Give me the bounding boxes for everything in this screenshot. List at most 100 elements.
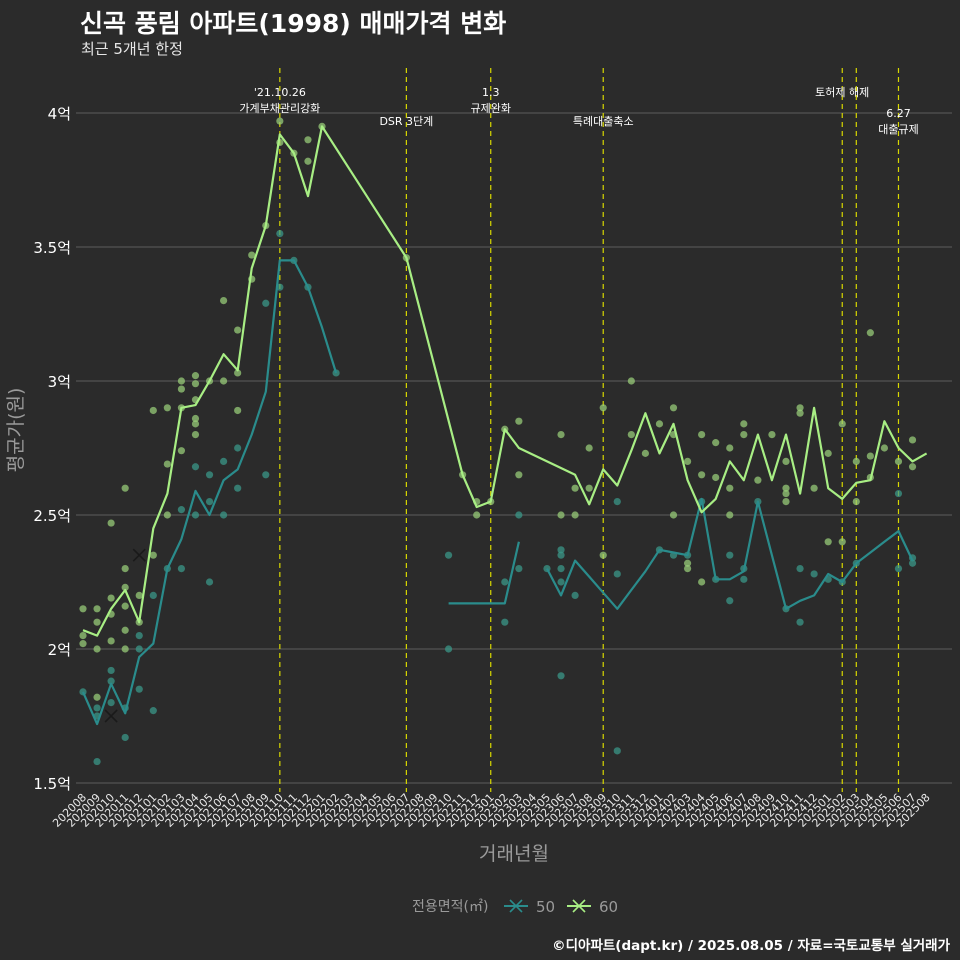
data-point-60 xyxy=(191,380,200,388)
y-tick-label: 1.5억 xyxy=(33,775,71,793)
data-point-50 xyxy=(234,484,242,492)
data-point-60 xyxy=(782,498,790,506)
series-line-50 xyxy=(448,541,520,605)
data-point-50 xyxy=(613,570,621,578)
data-point-50 xyxy=(205,498,214,506)
data-point-60 xyxy=(107,637,115,645)
data-point-60 xyxy=(571,484,579,492)
data-point-60 xyxy=(698,578,706,586)
data-point-60 xyxy=(796,404,804,412)
legend-label-50: 50 xyxy=(536,898,555,916)
data-point-60 xyxy=(149,406,157,415)
data-point-50 xyxy=(613,747,621,755)
data-point-60 xyxy=(852,498,860,506)
data-point-60 xyxy=(220,377,228,385)
data-point-50 xyxy=(515,565,523,573)
event-label: 규제완화 xyxy=(470,102,510,115)
event-label: 토허제 해제 xyxy=(815,85,869,99)
data-point-60 xyxy=(712,473,720,482)
data-point-60 xyxy=(107,594,115,602)
data-point-50 xyxy=(107,666,115,675)
data-point-50 xyxy=(444,645,453,653)
data-point-60 xyxy=(726,444,734,452)
data-point-60 xyxy=(880,444,889,452)
data-point-60 xyxy=(93,605,101,613)
data-point-60 xyxy=(220,297,228,305)
data-point-50 xyxy=(135,685,143,693)
data-point-60 xyxy=(107,519,115,527)
data-point-60 xyxy=(177,385,186,393)
data-point-60 xyxy=(810,484,818,492)
legend-label-60: 60 xyxy=(599,898,618,916)
data-point-60 xyxy=(79,632,87,640)
data-point-60 xyxy=(768,431,776,439)
legend: 전용면적(㎡) 50 60 xyxy=(412,898,618,916)
data-point-60 xyxy=(79,605,87,613)
data-point-50 xyxy=(135,645,143,653)
data-point-60 xyxy=(135,591,143,600)
data-point-60 xyxy=(669,404,678,412)
data-point-60 xyxy=(698,431,706,439)
data-point-50 xyxy=(557,551,565,559)
legend-key-cross xyxy=(572,899,586,913)
data-point-50 xyxy=(557,578,565,586)
data-point-50 xyxy=(135,632,143,640)
data-point-60 xyxy=(908,463,917,471)
data-point-50 xyxy=(177,506,186,514)
data-point-60 xyxy=(121,645,129,653)
data-point-60 xyxy=(515,471,523,479)
y-tick-label: 3억 xyxy=(48,373,71,391)
data-point-50 xyxy=(501,618,509,626)
x-axis-title: 거래년월 xyxy=(479,843,549,865)
data-point-60 xyxy=(304,157,312,165)
event-label: DSR 3단계 xyxy=(379,115,433,128)
data-point-50 xyxy=(177,565,186,573)
data-point-50 xyxy=(93,757,101,766)
data-point-60 xyxy=(852,457,860,465)
data-point-60 xyxy=(782,489,790,498)
y-axis-title: 평균가(원) xyxy=(5,388,27,473)
data-point-60 xyxy=(191,414,200,423)
data-point-60 xyxy=(712,439,720,447)
data-point-60 xyxy=(754,476,762,484)
chart-subtitle: 최근 5개년 한정 xyxy=(81,40,183,58)
data-point-60 xyxy=(191,431,200,439)
y-tick-label: 2억 xyxy=(48,641,71,659)
data-point-50 xyxy=(894,565,903,573)
data-point-60 xyxy=(149,551,157,559)
data-point-60 xyxy=(599,404,607,412)
data-point-50 xyxy=(557,546,565,554)
data-point-60 xyxy=(683,457,692,465)
data-point-60 xyxy=(641,449,650,457)
data-point-60 xyxy=(304,136,312,144)
data-point-60 xyxy=(234,326,242,334)
series-line-50 xyxy=(546,497,914,610)
data-point-60 xyxy=(163,511,171,519)
data-point-50 xyxy=(894,489,903,498)
data-point-50 xyxy=(515,511,523,519)
data-point-50 xyxy=(796,565,804,573)
data-point-50 xyxy=(191,511,200,519)
data-point-60 xyxy=(627,431,635,439)
data-point-50 xyxy=(107,699,115,707)
chart-title: 신곡 풍림 아파트(1998) 매매가격 변화 xyxy=(80,9,507,38)
data-point-50 xyxy=(262,299,270,307)
data-point-50 xyxy=(557,565,565,573)
data-point-60 xyxy=(234,406,242,415)
data-point-60 xyxy=(585,444,593,452)
data-point-50 xyxy=(121,733,129,742)
cross-stroke xyxy=(132,548,146,562)
data-point-50 xyxy=(149,707,157,715)
legend-title: 전용면적(㎡) xyxy=(412,899,488,915)
cross-marker-50 xyxy=(104,709,118,723)
data-point-60 xyxy=(121,565,129,573)
data-point-60 xyxy=(473,511,481,519)
line-layer xyxy=(81,125,928,726)
data-point-50 xyxy=(613,498,621,506)
data-point-60 xyxy=(121,602,129,610)
data-point-60 xyxy=(796,409,804,417)
data-point-60 xyxy=(79,640,87,648)
data-point-60 xyxy=(824,449,832,457)
data-point-50 xyxy=(276,230,284,238)
